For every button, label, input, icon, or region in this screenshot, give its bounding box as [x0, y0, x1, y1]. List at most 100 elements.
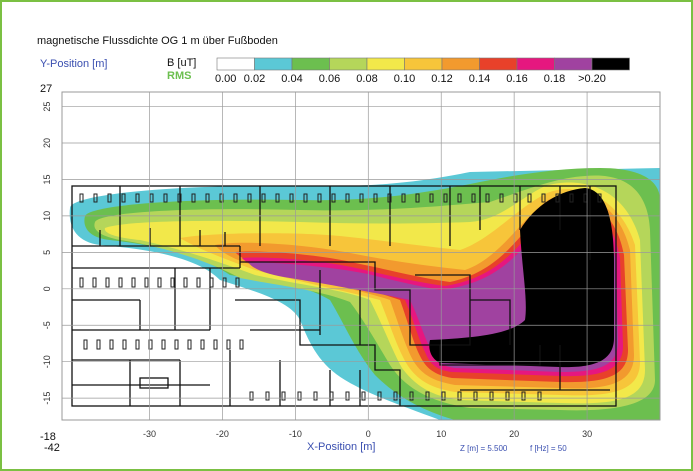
floor-plan-mark [297, 391, 302, 401]
legend-swatch [516, 57, 555, 71]
y-tick-label: -5 [42, 321, 52, 329]
floor-plan-mark [527, 193, 532, 203]
legend-quantity: RMS [167, 70, 191, 82]
floor-plan-mark [331, 193, 336, 203]
floor-plan-mark [200, 339, 205, 350]
floor-plan-mark [313, 391, 318, 401]
floor-plan-mark [93, 193, 98, 203]
plot-border [61, 91, 661, 421]
x-axis-label: X-Position [m] [307, 441, 375, 453]
y-bottom-label: -18 [40, 431, 56, 443]
floor-plan-mark [303, 193, 308, 203]
floor-plan-mark [121, 193, 126, 203]
floor-plan-mark [471, 193, 476, 203]
floor-plan-mark [196, 277, 201, 288]
x-tick-label: 10 [436, 429, 446, 439]
floor-plan-mark [83, 339, 88, 350]
legend-label: 0.04 [281, 73, 302, 85]
legend-label: 0.06 [319, 73, 340, 85]
floor-plan-mark [429, 193, 434, 203]
legend-label: >0.20 [578, 73, 606, 85]
x-tick-label: -20 [216, 429, 229, 439]
floor-plan-mark [187, 339, 192, 350]
y-tick-label: 0 [42, 286, 52, 291]
legend-label: 0.16 [506, 73, 527, 85]
legend-swatch [404, 57, 443, 71]
y-tick-label: 15 [42, 174, 52, 184]
legend-swatch [591, 57, 630, 71]
floor-plan-mark [521, 391, 526, 401]
floor-plan-mark [281, 391, 286, 401]
plot-area [61, 91, 661, 421]
floor-plan-mark [79, 193, 84, 203]
floor-plan-mark [359, 193, 364, 203]
floor-plan-mark [345, 391, 350, 401]
y-tick-label: 20 [42, 138, 52, 148]
floor-plan-mark [261, 193, 266, 203]
legend-label: 0.02 [244, 73, 265, 85]
y-tick-labels: -15 -10 -5 0 5 10 15 20 25 [42, 102, 52, 405]
x-left-label: -42 [44, 442, 60, 454]
floor-plan-mark [135, 193, 140, 203]
legend-swatch [291, 57, 330, 71]
floor-plan-mark [148, 339, 153, 350]
legend-label: 0.18 [544, 73, 565, 85]
floor-plan-mark [157, 277, 162, 288]
y-tick-label: 10 [42, 211, 52, 221]
y-tick-label: -15 [42, 392, 52, 405]
floor-plan-mark [569, 193, 574, 203]
floor-plan-outline [71, 185, 617, 407]
x-tick-label: 20 [509, 429, 519, 439]
legend-swatch [329, 57, 368, 71]
floor-plan-mark [118, 277, 123, 288]
floor-plan-mark [235, 277, 240, 288]
floor-plan-mark [226, 339, 231, 350]
floor-plan-mark [109, 339, 114, 350]
floor-plan-mark [219, 193, 224, 203]
floor-plan-mark [249, 391, 254, 401]
floor-plan-mark [555, 193, 560, 203]
y-axis-label: Y-Position [m] [40, 58, 107, 70]
floor-plan-mark [222, 277, 227, 288]
floor-plan-mark [107, 193, 112, 203]
floor-plan-mark [541, 193, 546, 203]
x-tick-label: 0 [366, 429, 371, 439]
floor-plan-mark [443, 193, 448, 203]
contour-level-10 [429, 188, 614, 368]
floor-plan-mark [401, 193, 406, 203]
legend-swatch [554, 57, 593, 71]
floor-plan-mark [345, 193, 350, 203]
field-contours [69, 168, 660, 420]
floor-plan-mark [265, 391, 270, 401]
floor-plan-mark [233, 193, 238, 203]
grid-lines [62, 92, 660, 420]
floor-plan-mark [489, 391, 494, 401]
floor-plan-mark [499, 193, 504, 203]
frequency-annotation: f [Hz] = 50 [530, 444, 567, 453]
floor-plan-mark [183, 277, 188, 288]
floor-plan-mark [191, 193, 196, 203]
z-annotation: Z [m] = 5.500 [460, 444, 508, 453]
legend-label: 0.14 [469, 73, 490, 85]
floor-plan-mark [425, 391, 430, 401]
x-tick-label: -10 [289, 429, 302, 439]
floor-plan-mark [505, 391, 510, 401]
floor-plan-mark [377, 391, 382, 401]
floor-plan-mark [597, 193, 602, 203]
floor-plan-mark [275, 193, 280, 203]
floor-plan-mark [149, 193, 154, 203]
floor-plan-mark [329, 391, 334, 401]
floor-plan-mark [441, 391, 446, 401]
legend-swatch [479, 57, 518, 71]
legend-swatch [441, 57, 480, 71]
floor-plan-mark [96, 339, 101, 350]
floor-plan-mark [373, 193, 378, 203]
legend-swatch [216, 57, 255, 71]
floor-plan-mark [161, 339, 166, 350]
legend-label: 0.12 [431, 73, 452, 85]
x-tick-labels: -30 -20 -10 0 10 20 30 [143, 429, 592, 439]
floor-plan-mark [387, 193, 392, 203]
floor-plan-mark [361, 391, 366, 401]
floor-plan-mark [209, 277, 214, 288]
